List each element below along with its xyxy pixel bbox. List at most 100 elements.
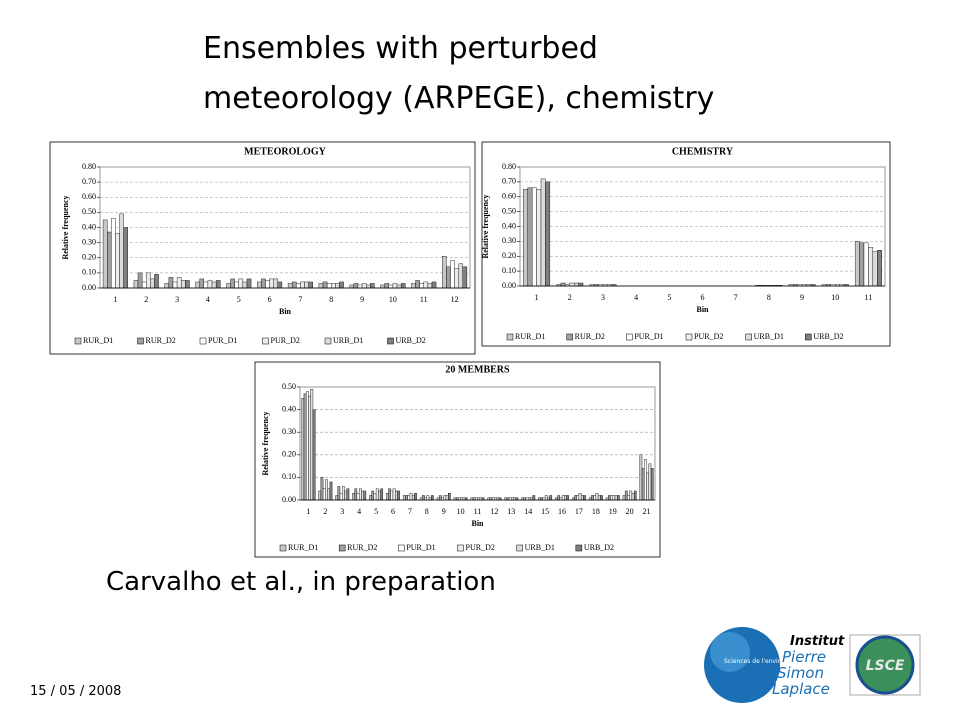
bar bbox=[386, 493, 389, 501]
legend-label: URB_D2 bbox=[813, 332, 843, 341]
bar bbox=[583, 495, 586, 501]
bar bbox=[180, 280, 186, 289]
x-tick-label: 11 bbox=[865, 293, 873, 302]
bar bbox=[868, 247, 874, 287]
y-tick-label: 0.80 bbox=[82, 162, 96, 171]
bar bbox=[242, 281, 248, 289]
bar bbox=[644, 459, 647, 501]
bar bbox=[443, 495, 447, 501]
x-tick-label: 10 bbox=[457, 507, 465, 516]
bar bbox=[392, 488, 396, 501]
bar bbox=[395, 490, 398, 501]
x-tick-label: 10 bbox=[389, 295, 397, 304]
x-tick-label: 2 bbox=[144, 295, 148, 304]
y-tick-label: 0.00 bbox=[82, 283, 96, 292]
bar bbox=[431, 495, 434, 501]
x-axis-label: Bin bbox=[471, 519, 484, 528]
legend-label: URB_D2 bbox=[584, 543, 614, 552]
bar bbox=[573, 282, 579, 287]
x-tick-label: 11 bbox=[420, 295, 428, 304]
legend-label: PUR_D2 bbox=[271, 336, 300, 345]
x-tick-label: 1 bbox=[535, 293, 539, 302]
bar bbox=[354, 488, 358, 501]
legend-swatch bbox=[338, 544, 346, 552]
bar bbox=[532, 495, 536, 501]
bar bbox=[326, 283, 332, 289]
bar bbox=[111, 218, 116, 289]
y-tick-label: 0.00 bbox=[282, 495, 296, 504]
legend-label: RUR_D2 bbox=[146, 336, 176, 345]
y-tick-label: 0.70 bbox=[82, 177, 96, 186]
bar bbox=[327, 488, 331, 501]
bar bbox=[322, 488, 326, 501]
bar bbox=[617, 495, 620, 501]
x-tick-label: 13 bbox=[507, 507, 515, 516]
bar bbox=[407, 495, 411, 501]
legend-swatch bbox=[566, 333, 573, 341]
y-tick-label: 0.10 bbox=[502, 266, 516, 275]
logo-ipsl: Institut Pierre Simon Laplace bbox=[772, 634, 845, 698]
bar bbox=[335, 283, 340, 289]
bar bbox=[578, 493, 582, 501]
bar bbox=[301, 398, 305, 501]
x-tick-label: 7 bbox=[734, 293, 738, 302]
bar bbox=[207, 280, 213, 289]
bar bbox=[411, 495, 415, 501]
legend-label: PUR_D1 bbox=[634, 332, 663, 341]
bar bbox=[388, 488, 391, 501]
bar bbox=[363, 490, 367, 501]
bar bbox=[344, 490, 347, 501]
bar bbox=[608, 495, 611, 501]
institute-line: Institut bbox=[790, 634, 845, 649]
logo-sciences: Sciences de l'environnement bbox=[704, 627, 811, 703]
chart: METEOROLOGY 0.00 0.10 0.20 0.30 0.40 0.50 0.60 0… bbox=[49, 141, 476, 355]
y-axis-label: Relative frequency bbox=[61, 195, 70, 259]
bar bbox=[527, 187, 533, 287]
x-tick-label: 19 bbox=[609, 507, 617, 516]
bar bbox=[342, 486, 345, 501]
x-tick-label: 8 bbox=[425, 507, 429, 516]
bar bbox=[365, 284, 371, 289]
bar bbox=[277, 281, 283, 289]
y-tick-label: 0.30 bbox=[82, 237, 96, 246]
bar bbox=[357, 284, 363, 289]
bar bbox=[396, 284, 402, 289]
y-tick-label: 0.50 bbox=[502, 206, 516, 215]
bar bbox=[422, 495, 425, 501]
bar bbox=[310, 389, 314, 501]
bar bbox=[872, 251, 878, 287]
bar bbox=[641, 468, 645, 501]
bar bbox=[426, 495, 430, 501]
legend-swatch bbox=[398, 544, 405, 552]
x-tick-label: 4 bbox=[206, 295, 210, 304]
bar bbox=[378, 490, 381, 501]
bar bbox=[392, 283, 398, 289]
x-axis-label: Bin bbox=[279, 307, 292, 316]
legend-swatch bbox=[626, 333, 633, 341]
x-tick-label: 10 bbox=[831, 293, 839, 302]
chart-title: CHEMISTRY bbox=[672, 146, 734, 157]
bar bbox=[549, 495, 553, 501]
bar bbox=[629, 490, 633, 501]
bar bbox=[318, 283, 324, 289]
bar bbox=[580, 495, 584, 501]
bar bbox=[523, 189, 528, 287]
x-tick-label: 8 bbox=[329, 295, 333, 304]
institute-line: Simon bbox=[777, 664, 824, 682]
bar bbox=[415, 280, 420, 289]
x-tick-label: 6 bbox=[268, 295, 272, 304]
y-tick-label: 0.40 bbox=[502, 221, 516, 230]
bar bbox=[564, 495, 567, 501]
legend-label: RUR_D1 bbox=[288, 543, 318, 552]
bar bbox=[419, 283, 424, 289]
bar bbox=[304, 281, 309, 289]
y-tick-label: 0.50 bbox=[82, 207, 96, 216]
bar bbox=[593, 495, 597, 501]
x-tick-label: 6 bbox=[391, 507, 395, 516]
bar bbox=[595, 493, 599, 501]
bar bbox=[238, 278, 244, 289]
bar bbox=[597, 495, 601, 501]
bar bbox=[384, 283, 390, 289]
bar bbox=[531, 187, 537, 287]
